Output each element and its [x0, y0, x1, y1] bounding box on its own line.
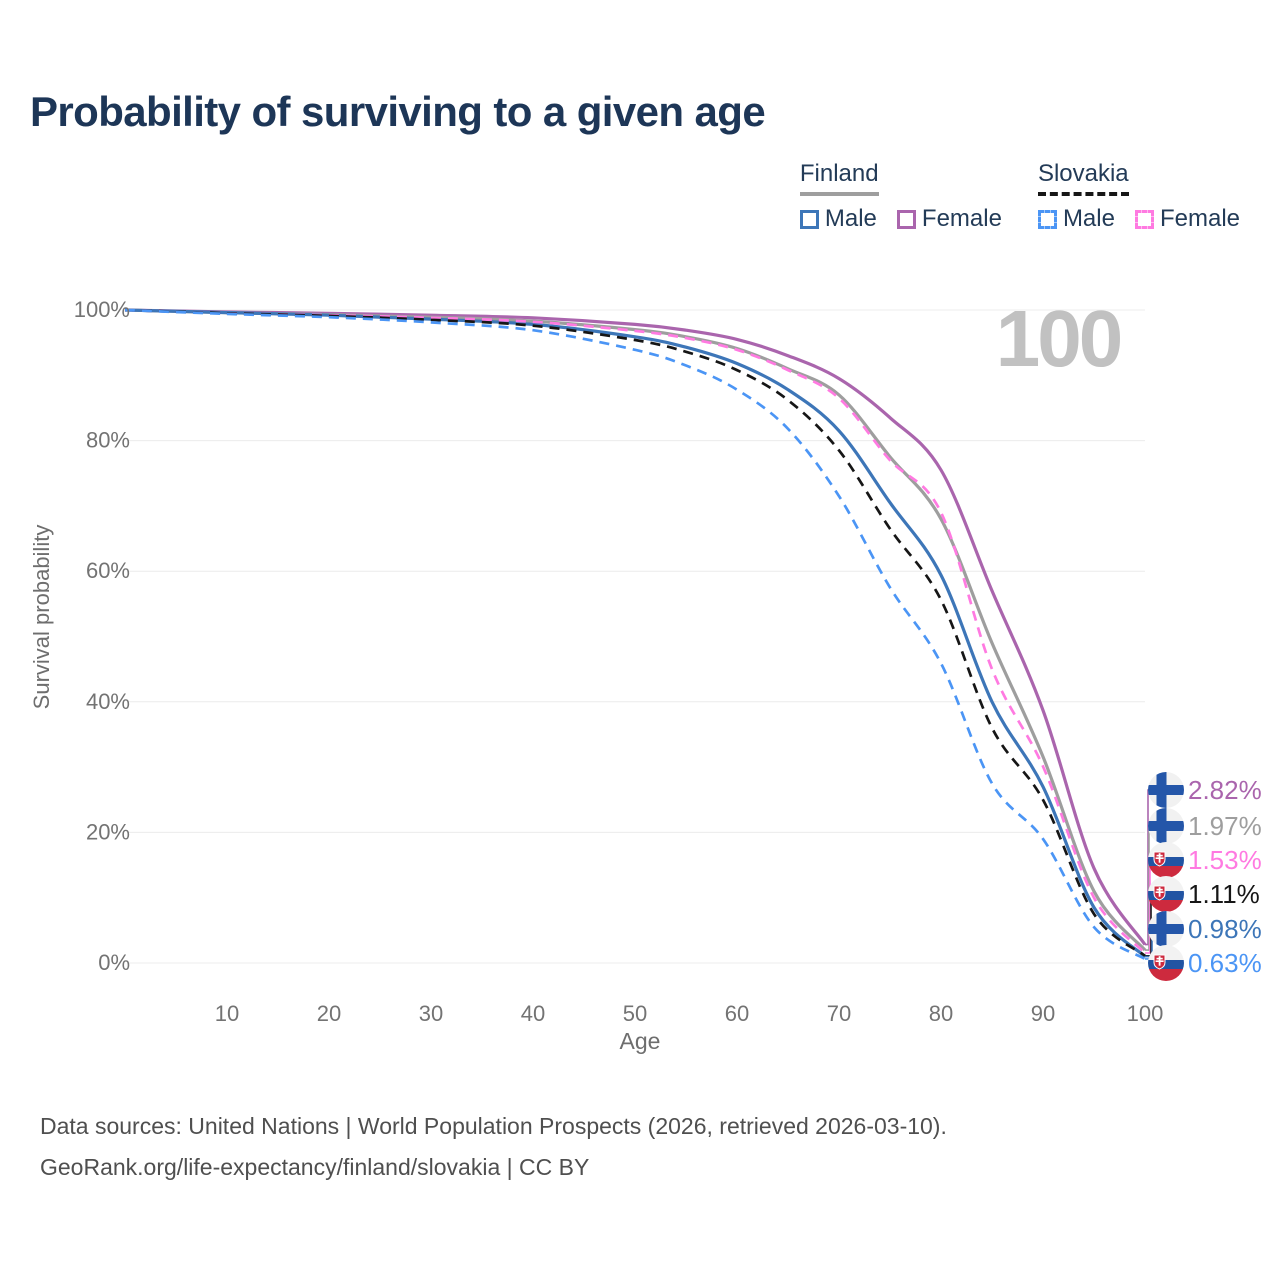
legend-items: Male Female — [1037, 205, 1240, 233]
slovakia-flag-icon — [1148, 842, 1184, 878]
solid-swatch-icon — [799, 209, 819, 229]
legend-group-linestyle-sample — [1037, 192, 1129, 196]
legend-item-finland-female[interactable]: Female — [896, 205, 1002, 233]
y-tick-label: 40% — [86, 689, 130, 714]
legend-item-label: Male — [1062, 205, 1115, 232]
x-tick-label: 90 — [1031, 1001, 1055, 1026]
end-value-label: 1.97% — [1188, 811, 1262, 841]
end-value-label: 0.98% — [1188, 914, 1262, 944]
x-tick-label: 70 — [827, 1001, 851, 1026]
watermark-layer: 100 — [996, 294, 1124, 383]
curve-finland-female — [124, 308, 1147, 946]
grid-layer — [127, 309, 1145, 964]
curve-finland-both — [124, 308, 1147, 952]
y-axis-title: Survival probability — [29, 525, 54, 710]
x-tick-label: 100 — [1127, 1001, 1164, 1026]
legend-group-slovakia: Slovakia Male Female — [1037, 160, 1240, 233]
axis-layer: 0% 20% 40% 60% 80% 100% 10 20 30 40 50 60 70 80 90 100 A… — [29, 297, 1163, 1054]
y-tick-label: 80% — [86, 428, 130, 453]
x-tick-label: 60 — [725, 1001, 749, 1026]
age-counter-watermark: 100 — [996, 294, 1121, 383]
dashed-swatch-icon — [1037, 209, 1057, 229]
x-tick-label: 50 — [623, 1001, 647, 1026]
curve-slovakia-both — [124, 308, 1146, 957]
curve-slovakia-male — [124, 308, 1146, 961]
y-tick-label: 20% — [86, 819, 130, 844]
x-tick-label: 20 — [317, 1001, 341, 1026]
legend-group-linestyle-sample — [799, 192, 879, 196]
legend-group-title: Slovakia — [1037, 160, 1129, 187]
finland-flag-icon — [1148, 772, 1184, 808]
curve-slovakia-female — [124, 308, 1146, 954]
footer-link-line: GeoRank.org/life-expectancy/finland/slov… — [40, 1154, 590, 1180]
legend-item-label: Female — [1159, 205, 1240, 232]
x-tick-label: 10 — [215, 1001, 239, 1026]
legend: Finland Male Female Slovakia Male Female — [799, 160, 1240, 233]
finland-flag-icon — [1148, 911, 1184, 947]
footer: Data sources: United Nations | World Pop… — [40, 1106, 947, 1188]
curve-finland-male — [124, 308, 1147, 958]
curves-layer — [124, 308, 1147, 961]
page-title: Probability of surviving to a given age — [30, 88, 766, 135]
x-tick-label: 80 — [929, 1001, 953, 1026]
end-value-label: 1.11% — [1188, 879, 1260, 909]
x-tick-label: 30 — [419, 1001, 443, 1026]
y-tick-label: 0% — [98, 950, 130, 975]
y-tick-label: 100% — [74, 297, 130, 322]
x-axis-title: Age — [620, 1028, 661, 1054]
legend-group-header: Slovakia — [1037, 160, 1129, 196]
dashed-swatch-icon — [1134, 209, 1154, 229]
footer-sources-line: Data sources: United Nations | World Pop… — [40, 1113, 947, 1139]
end-labels-layer: 2.82% 1.97% 1.53% 1.11% 0.98% 0.63% — [1145, 772, 1262, 981]
end-value-label: 2.82% — [1188, 775, 1262, 805]
legend-item-label: Female — [921, 205, 1002, 232]
legend-group-finland: Finland Male Female — [799, 160, 1002, 233]
legend-group-title: Finland — [799, 160, 879, 187]
legend-group-header: Finland — [799, 160, 879, 196]
slovakia-flag-icon — [1148, 876, 1184, 912]
legend-item-slovakia-male[interactable]: Male — [1037, 205, 1115, 233]
legend-items: Male Female — [799, 205, 1002, 233]
end-value-label: 0.63% — [1188, 948, 1262, 978]
legend-item-finland-male[interactable]: Male — [799, 205, 877, 233]
slovakia-flag-icon — [1148, 945, 1184, 981]
legend-item-label: Male — [824, 205, 877, 232]
solid-swatch-icon — [896, 209, 916, 229]
finland-flag-icon — [1148, 808, 1184, 844]
y-tick-label: 60% — [86, 558, 130, 583]
x-tick-label: 40 — [521, 1001, 545, 1026]
end-value-label: 1.53% — [1188, 845, 1262, 875]
legend-item-slovakia-female[interactable]: Female — [1134, 205, 1240, 233]
